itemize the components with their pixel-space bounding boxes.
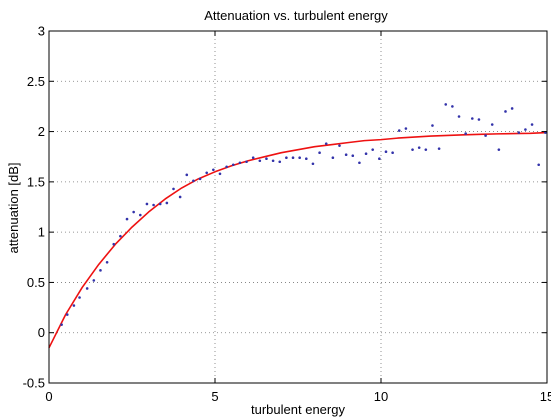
- data-point: [145, 202, 149, 206]
- data-point: [218, 172, 222, 176]
- data-point: [311, 162, 315, 166]
- data-point: [78, 296, 81, 299]
- data-point: [431, 124, 434, 127]
- data-point: [384, 150, 388, 153]
- data-point: [424, 148, 428, 151]
- data-point: [364, 152, 368, 155]
- y-tick-label: 2.5: [27, 74, 45, 89]
- data-point: [457, 115, 461, 118]
- data-point: [258, 159, 262, 163]
- data-point: [417, 146, 421, 149]
- data-point: [510, 107, 514, 110]
- chart-title: Attenuation vs. turbulent energy: [204, 8, 388, 23]
- data-point: [231, 163, 235, 167]
- y-tick-label: -0.5: [23, 376, 45, 391]
- data-point: [105, 261, 109, 264]
- data-point: [530, 123, 534, 126]
- data-point: [192, 179, 195, 183]
- data-point: [391, 151, 394, 154]
- data-point: [225, 165, 228, 169]
- data-point: [437, 147, 441, 150]
- y-tick-label: 0: [38, 325, 45, 340]
- data-point: [318, 151, 321, 154]
- data-point: [60, 323, 63, 326]
- data-point: [178, 195, 182, 199]
- data-point: [451, 105, 454, 108]
- fit-curve-layer: [48, 131, 548, 349]
- data-point: [524, 128, 527, 131]
- data-point: [165, 201, 169, 205]
- x-tick-label: 0: [45, 389, 52, 404]
- data-point: [338, 144, 341, 147]
- data-point: [291, 156, 295, 160]
- data-point: [139, 213, 142, 217]
- data-point: [477, 118, 481, 121]
- data-point: [85, 287, 89, 290]
- x-axis-ticks: 0 5 10 15: [45, 31, 551, 404]
- data-point: [158, 202, 162, 206]
- data-point: [344, 153, 348, 156]
- data-point: [198, 177, 202, 181]
- data-point: [238, 161, 242, 165]
- y-axis-ticks: -0.5 0 0.5 1 1.5 2 2.5 3: [23, 24, 547, 391]
- data-point: [404, 127, 408, 130]
- x-tick-label: 5: [211, 389, 218, 404]
- data-point: [212, 168, 215, 172]
- x-axis-title: turbulent energy: [251, 402, 345, 417]
- fit-curve-line: [48, 131, 548, 349]
- data-point: [371, 148, 375, 151]
- data-point: [65, 313, 69, 316]
- plot-frame: [48, 30, 548, 384]
- data-point: [298, 156, 301, 160]
- data-point: [331, 156, 335, 160]
- data-point: [351, 154, 355, 158]
- data-point: [99, 269, 102, 272]
- data-points-layer: [60, 103, 547, 326]
- data-point: [251, 156, 255, 160]
- data-point: [378, 157, 381, 161]
- data-point: [132, 210, 135, 214]
- data-point: [497, 148, 501, 151]
- y-tick-label: 0.5: [27, 275, 45, 290]
- x-tick-label: 15: [540, 389, 551, 404]
- data-point: [112, 242, 116, 246]
- data-point: [324, 142, 328, 145]
- y-tick-label: 1.5: [27, 174, 45, 189]
- y-axis-title: attenuation [dB]: [6, 162, 21, 253]
- data-point: [484, 134, 487, 137]
- data-point: [490, 123, 494, 126]
- y-tick-label: 3: [38, 24, 45, 39]
- grid-lines: [49, 31, 547, 383]
- data-point: [397, 129, 401, 132]
- data-point: [444, 103, 448, 106]
- data-point: [285, 156, 288, 160]
- y-tick-label: 1: [38, 225, 45, 240]
- data-point: [517, 131, 521, 134]
- data-point: [411, 148, 414, 151]
- data-point: [504, 110, 507, 113]
- data-point: [125, 217, 129, 221]
- data-point: [464, 132, 467, 135]
- data-point: [537, 163, 540, 167]
- data-point: [152, 203, 155, 207]
- data-point: [185, 173, 189, 177]
- data-point: [358, 161, 361, 165]
- y-tick-label: 2: [38, 124, 45, 139]
- data-point: [278, 160, 282, 164]
- data-point: [265, 157, 268, 161]
- data-point: [205, 171, 208, 175]
- data-point: [172, 187, 175, 191]
- data-point: [271, 159, 275, 163]
- x-tick-label: 10: [374, 389, 388, 404]
- data-point: [305, 157, 308, 161]
- data-point: [245, 160, 248, 164]
- data-point: [72, 304, 76, 307]
- data-point: [471, 117, 474, 120]
- data-point: [92, 279, 96, 282]
- data-point: [119, 234, 122, 238]
